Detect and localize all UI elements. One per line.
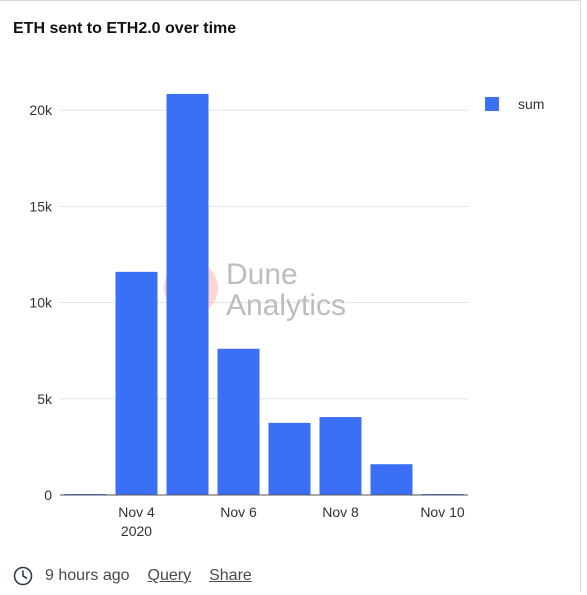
y-tick-label: 0 [44,487,52,503]
x-tick-label: Nov 4 [118,504,155,520]
x-tick-label: Nov 8 [322,504,359,520]
y-tick-label: 15k [29,198,53,214]
bar [115,271,158,495]
legend-swatch [485,97,499,111]
legend-label: sum [518,96,544,112]
bar [370,464,413,495]
y-axis-ticks: 0 5k 10k 15k 20k [29,102,53,503]
bar [166,93,209,495]
y-tick-label: 20k [29,102,53,118]
watermark-line2: Analytics [226,289,346,322]
x-tick-sublabel: 2020 [121,523,152,539]
bar [319,417,362,495]
share-link[interactable]: Share [209,567,252,584]
legend[interactable]: sum [485,96,544,112]
bar [217,348,260,495]
chart-title: ETH sent to ETH2.0 over time [13,20,237,37]
y-tick-label: 5k [37,391,53,407]
x-tick-label: Nov 6 [220,504,257,520]
bar [268,422,311,495]
query-link[interactable]: Query [147,567,192,584]
last-updated-text: 9 hours ago [45,567,130,584]
bars [64,93,464,495]
watermark-line1: Dune [226,258,298,291]
clock-icon [13,566,33,586]
x-tick-label: Nov 10 [420,504,465,520]
x-axis-ticks: Nov 4 2020 Nov 6 Nov 8 Nov 10 [118,504,465,539]
y-tick-label: 10k [29,295,53,311]
chart-footer: 9 hours ago Query Share [13,566,270,586]
